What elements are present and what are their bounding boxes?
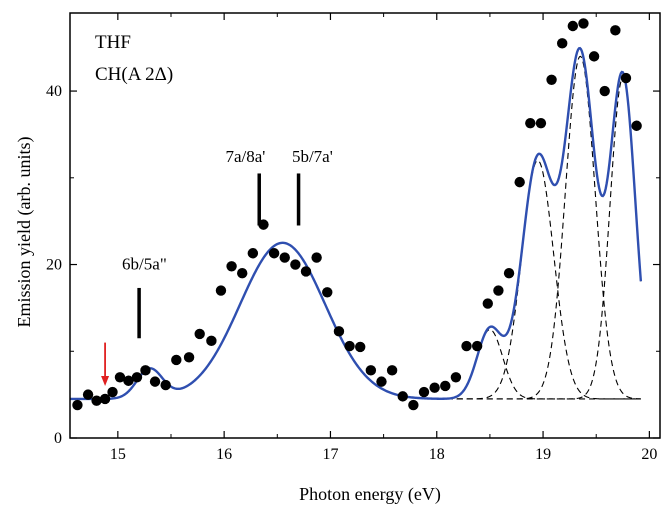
x-tick-label: 19 bbox=[535, 446, 551, 463]
y-tick-label: 20 bbox=[46, 257, 62, 274]
data-point bbox=[82, 389, 94, 400]
data-point bbox=[471, 340, 483, 352]
x-tick-label: 15 bbox=[110, 446, 126, 463]
data-point bbox=[610, 25, 621, 36]
data-point bbox=[107, 386, 118, 398]
data-point bbox=[114, 372, 126, 383]
data-point bbox=[171, 354, 182, 366]
plot-frame bbox=[69, 12, 661, 439]
curves bbox=[70, 46, 643, 401]
data-point bbox=[418, 386, 430, 398]
data-point bbox=[131, 372, 143, 383]
data-point bbox=[160, 379, 171, 391]
annotation-label: 7a/8a' bbox=[225, 147, 265, 166]
x-tick-label: 16 bbox=[216, 446, 232, 463]
data-point bbox=[300, 266, 312, 277]
data-point bbox=[344, 340, 355, 352]
y-tick-label: 40 bbox=[46, 83, 62, 100]
data-point bbox=[268, 248, 280, 259]
data-point bbox=[247, 248, 259, 259]
data-point bbox=[514, 176, 525, 188]
axes: 15 16 17 18 19 20 0 20 40 bbox=[46, 12, 661, 463]
data-point bbox=[461, 340, 472, 352]
data-point bbox=[556, 38, 568, 49]
data-point bbox=[599, 85, 610, 97]
legend-line-1: THF bbox=[95, 32, 131, 53]
data-point bbox=[397, 391, 408, 402]
data-point bbox=[355, 341, 366, 353]
data-point bbox=[215, 285, 227, 296]
data-point bbox=[578, 18, 589, 29]
annotation-label: 6b/5a" bbox=[122, 255, 167, 274]
data-point bbox=[194, 328, 205, 340]
data-point bbox=[237, 268, 248, 279]
annotations: 6b/5a" 7a/8a' 5b/7a' bbox=[101, 147, 333, 386]
data-point bbox=[322, 287, 333, 298]
arrow-head bbox=[101, 375, 110, 386]
data-point bbox=[376, 376, 387, 387]
legend-line-2: CH(A 2Δ) bbox=[95, 64, 173, 85]
x-tick-label: 18 bbox=[429, 446, 445, 463]
x-tick-label: 17 bbox=[322, 446, 338, 463]
data-point bbox=[450, 372, 462, 383]
data-point bbox=[588, 51, 600, 62]
data-point bbox=[123, 375, 134, 386]
data-point bbox=[525, 117, 536, 129]
data-point bbox=[226, 261, 237, 272]
data-point bbox=[290, 259, 301, 270]
data-points bbox=[72, 18, 642, 411]
data-point bbox=[149, 376, 161, 387]
data-point bbox=[631, 120, 642, 131]
data-point bbox=[206, 335, 217, 347]
data-point bbox=[482, 298, 493, 309]
data-point bbox=[365, 365, 377, 376]
data-point bbox=[91, 395, 102, 406]
annotation-label: 5b/7a' bbox=[292, 147, 333, 166]
data-point bbox=[546, 74, 557, 85]
x-axis-title: Photon energy (eV) bbox=[299, 484, 441, 505]
data-point bbox=[408, 399, 419, 411]
data-point bbox=[620, 72, 632, 84]
data-point bbox=[183, 352, 195, 363]
data-point bbox=[72, 399, 83, 411]
data-point bbox=[99, 393, 111, 405]
data-point bbox=[567, 20, 579, 32]
y-tick-label: 0 bbox=[54, 430, 62, 447]
data-point bbox=[386, 365, 398, 376]
component-curve bbox=[436, 329, 641, 400]
x-tick-label: 20 bbox=[641, 446, 657, 463]
data-point bbox=[140, 365, 151, 376]
data-point bbox=[493, 285, 504, 296]
data-point bbox=[279, 252, 290, 263]
data-point bbox=[311, 252, 322, 263]
y-axis-title: Emission yield (arb. units) bbox=[14, 137, 35, 328]
data-point bbox=[440, 380, 451, 392]
data-point bbox=[333, 326, 345, 337]
data-point bbox=[503, 268, 515, 279]
data-point bbox=[429, 382, 440, 393]
data-point bbox=[535, 117, 547, 129]
component-curve bbox=[436, 77, 642, 400]
